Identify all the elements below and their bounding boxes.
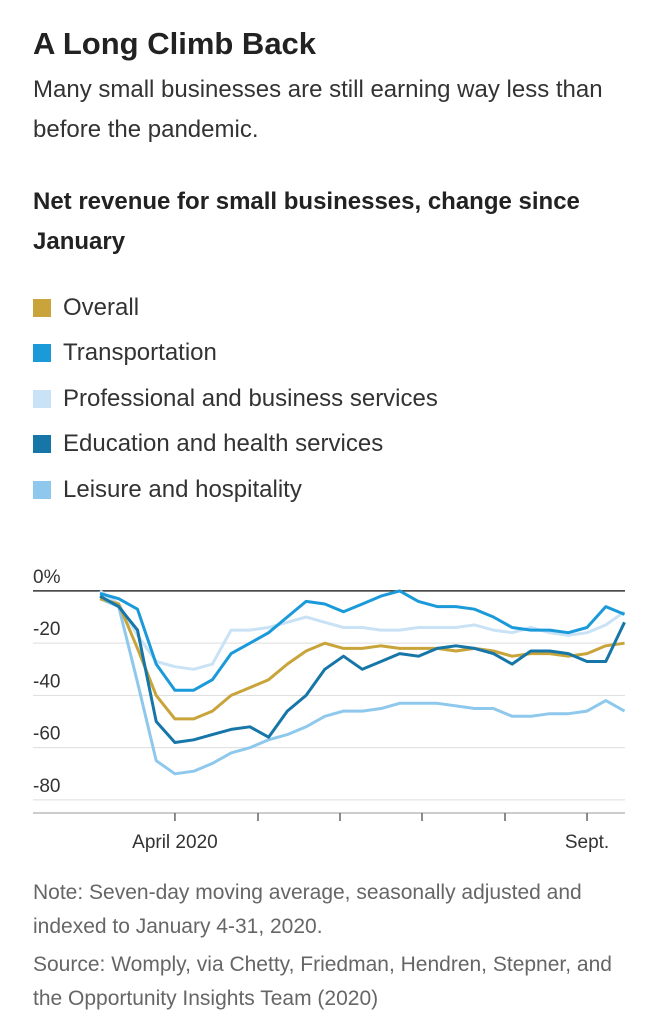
y-tick-label: 0% <box>33 567 61 588</box>
title: A Long Climb Back <box>33 26 317 61</box>
legend-label: Overall <box>63 293 140 321</box>
y-tick-label: -40 <box>33 671 60 692</box>
legend-swatch <box>33 435 51 454</box>
legend-item: Overall <box>33 285 438 331</box>
chart: 0% -20 -40 -60 -80 April 2020 Sept. <box>33 567 626 853</box>
chart-title: Net revenue for small businesses, change… <box>33 188 580 255</box>
legend-swatch <box>33 344 51 363</box>
subtitle: Many small businesses are still earning … <box>33 76 603 143</box>
x-tick-label: Sept. <box>565 832 609 853</box>
legend-label: Leisure and hospitality <box>63 475 302 503</box>
legend-item: Transportation <box>33 331 438 377</box>
series-line <box>99 597 626 776</box>
legend-swatch <box>33 298 51 317</box>
series-line <box>99 594 626 744</box>
y-tick-label: -80 <box>33 776 60 797</box>
series-line <box>99 597 625 721</box>
source: Source: Womply, via Chetty, Friedman, He… <box>33 953 612 1010</box>
series-line <box>99 589 626 692</box>
x-tick-label: April 2020 <box>132 832 218 853</box>
y-tick-label: -20 <box>33 619 60 640</box>
legend-label: Transportation <box>63 339 217 367</box>
legend-item: Education and health services <box>33 422 438 468</box>
y-tick-label: -60 <box>33 724 60 745</box>
legend: Overall Transportation Professional and bu… <box>33 285 438 513</box>
note: Note: Seven-day moving average, seasonal… <box>33 881 582 938</box>
legend-swatch <box>33 389 51 408</box>
legend-item: Leisure and hospitality <box>33 467 438 513</box>
legend-swatch <box>33 480 51 499</box>
legend-label: Education and health services <box>63 430 384 458</box>
legend-item: Professional and business services <box>33 376 438 422</box>
legend-label: Professional and business services <box>63 384 438 412</box>
